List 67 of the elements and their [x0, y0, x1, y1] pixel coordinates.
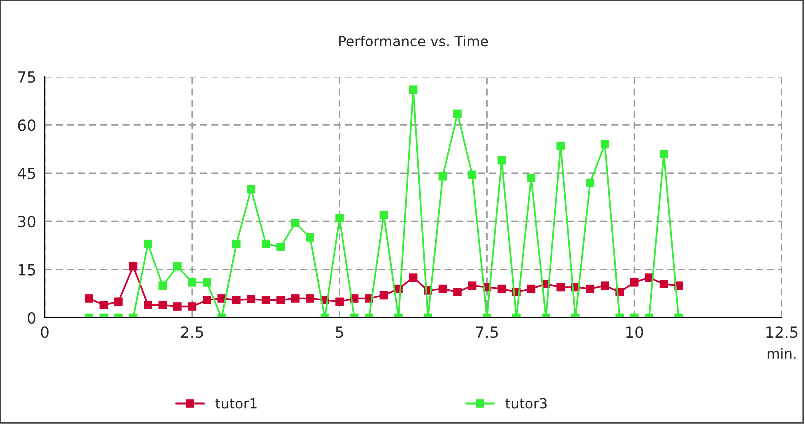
point: [556, 142, 566, 150]
point: [291, 294, 300, 303]
point: [600, 140, 610, 149]
x-tick-label: 2.5: [181, 326, 204, 338]
x-tick-label: 0: [41, 326, 49, 338]
x-tick-label: 12.5: [766, 326, 798, 338]
point: [158, 300, 168, 310]
point: [454, 110, 462, 118]
point: [306, 234, 314, 242]
x-tick-label: 7.5: [476, 326, 498, 338]
y-tick-label: 30: [18, 216, 36, 228]
point: [468, 170, 477, 180]
x-tick-label: 10: [626, 326, 644, 338]
point: [380, 211, 388, 220]
point: [188, 302, 197, 311]
point: [527, 284, 536, 294]
y-tick-label: 0: [28, 312, 36, 324]
point: [188, 278, 197, 287]
point: [454, 288, 462, 296]
point: [660, 280, 668, 288]
point: [247, 295, 256, 304]
point: [202, 296, 212, 304]
point: [380, 291, 388, 300]
point: [336, 298, 344, 306]
y-tick-label: 60: [18, 120, 36, 132]
point: [409, 86, 418, 94]
y-tick-label: 15: [18, 264, 36, 276]
point: [144, 300, 152, 310]
point: [247, 185, 256, 194]
point: [468, 282, 477, 290]
point: [586, 178, 595, 188]
point: [262, 240, 270, 248]
legend-label: tutor1: [216, 398, 257, 409]
point: [276, 296, 286, 304]
point: [438, 284, 448, 294]
point: [630, 278, 639, 287]
x-tick-label: 5: [336, 326, 344, 338]
point: [232, 296, 241, 304]
point: [336, 214, 344, 223]
point: [660, 150, 668, 158]
point: [173, 262, 182, 271]
point: [409, 274, 418, 282]
chart-title: Performance vs. Time: [340, 36, 488, 47]
y-tick-label: 45: [18, 168, 36, 180]
point: [586, 284, 595, 294]
x-axis-title: min.: [768, 348, 796, 359]
point: [114, 298, 123, 306]
point: [600, 282, 610, 290]
point: [291, 219, 300, 228]
point: [527, 174, 536, 182]
point: [85, 294, 94, 303]
point: [262, 296, 270, 304]
point: [276, 243, 286, 252]
legend-label: tutor3: [506, 398, 547, 409]
point: [100, 300, 108, 310]
y-tick-label: 75: [18, 72, 36, 84]
point: [158, 282, 168, 290]
point: [173, 302, 182, 311]
point: [232, 240, 241, 248]
point: [202, 278, 212, 287]
point: [144, 240, 152, 248]
point: [556, 283, 566, 292]
point: [129, 262, 138, 271]
point: [498, 284, 506, 294]
point: [306, 294, 314, 303]
point: [438, 172, 448, 181]
point: [498, 156, 506, 165]
